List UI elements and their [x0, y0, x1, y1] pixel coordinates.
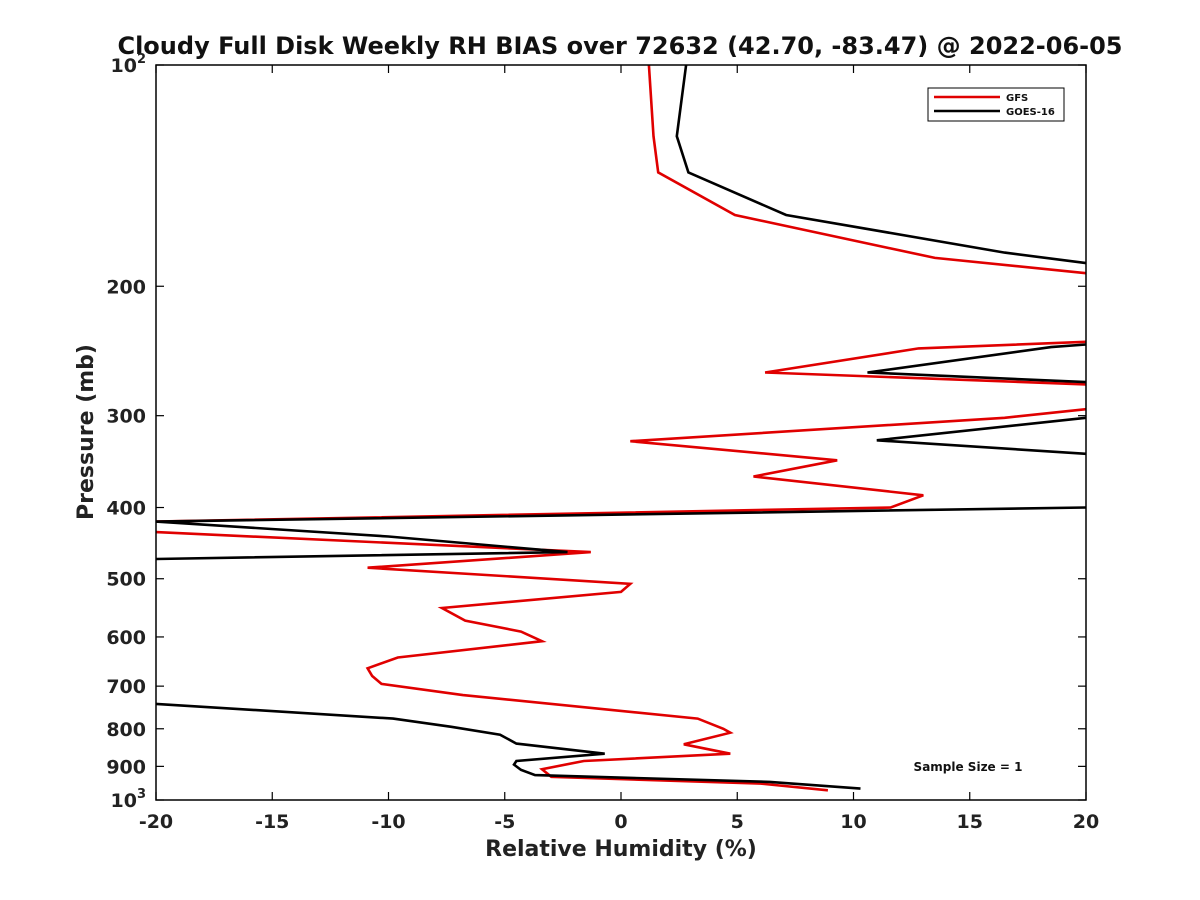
legend-label-goes16: GOES-16 [1006, 107, 1055, 118]
y-tick-label: 300 [106, 406, 146, 428]
y-tick-label: 900 [106, 756, 146, 778]
y-axis-ticks: 102 200 300 400 500 600 700 800 900 103 [106, 52, 1086, 812]
legend-label-gfs: GFS [1006, 93, 1028, 104]
x-tick-label: -10 [371, 811, 405, 833]
y-tick-label: 200 [106, 276, 146, 298]
x-axis-label: Relative Humidity (%) [485, 837, 757, 862]
sample-size-annotation: Sample Size = 1 [914, 760, 1023, 774]
y-tick-label: 600 [106, 627, 146, 649]
x-tick-label: 10 [840, 811, 866, 833]
x-tick-label: 0 [614, 811, 627, 833]
y-tick-label: 500 [106, 569, 146, 591]
y-tick-label: 102 [111, 52, 147, 77]
x-axis-ticks: -20 -15 -10 -5 0 5 10 15 20 [139, 65, 1099, 833]
x-tick-label: -20 [139, 811, 173, 833]
legend: GFS GOES-16 [927, 87, 1065, 122]
x-tick-label: 5 [731, 811, 744, 833]
y-tick-label: 400 [106, 498, 146, 520]
x-tick-label: 20 [1073, 811, 1099, 833]
series-line-gfs [155, 64, 1087, 792]
series-layer [155, 64, 1087, 792]
y-tick-label: 700 [106, 676, 146, 698]
legend-box [927, 87, 1065, 122]
y-tick-label: 800 [106, 719, 146, 741]
y-axis-label: Pressure (mb) [74, 344, 99, 520]
y-tick-label: 103 [111, 787, 147, 812]
chart-title: Cloudy Full Disk Weekly RH BIAS over 726… [117, 32, 1122, 60]
x-tick-label: -5 [494, 811, 515, 833]
x-tick-label: 15 [957, 811, 983, 833]
series-line-goes-16 [155, 64, 1087, 790]
x-tick-label: -15 [255, 811, 289, 833]
